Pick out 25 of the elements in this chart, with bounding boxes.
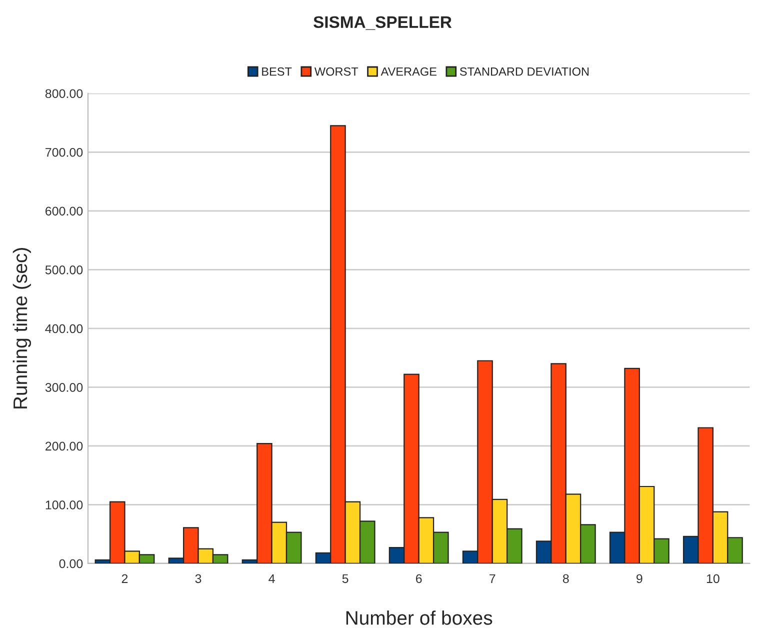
y-tick-label: 700.00 — [46, 148, 83, 157]
y-tick-label: 200.00 — [46, 442, 83, 451]
x-tick-label: 7 — [490, 574, 496, 583]
legend-label: AVERAGE — [380, 67, 436, 76]
y-tick-label: 600.00 — [46, 206, 83, 216]
x-tick-label: 6 — [416, 574, 422, 584]
x-tick-label: 8 — [562, 574, 569, 584]
x-tick-label: 4 — [268, 574, 275, 583]
x-tick-label: 5 — [342, 574, 348, 584]
legend-label: BEST — [262, 67, 292, 76]
y-tick-label: 100.00 — [46, 500, 83, 510]
x-tick-label: 10 — [706, 574, 720, 584]
y-tick-label: 0.00 — [59, 559, 83, 568]
x-axis-title: Number of boxes — [346, 610, 492, 625]
y-tick-label: 500.00 — [45, 265, 83, 274]
legend-label: STANDARD DEVIATION — [460, 67, 589, 76]
x-tick-label: 9 — [636, 574, 642, 584]
y-axis-title: Running time (sec) — [12, 248, 31, 408]
chart-title: SISMA_SPELLER — [314, 16, 452, 30]
legend-label: WORST — [314, 67, 358, 76]
x-tick-label: 3 — [195, 574, 202, 584]
y-tick-label: 400.00 — [45, 324, 83, 334]
y-tick-label: 800.00 — [45, 89, 83, 98]
x-tick-label: 2 — [122, 574, 128, 583]
y-tick-label: 300.00 — [45, 383, 83, 392]
